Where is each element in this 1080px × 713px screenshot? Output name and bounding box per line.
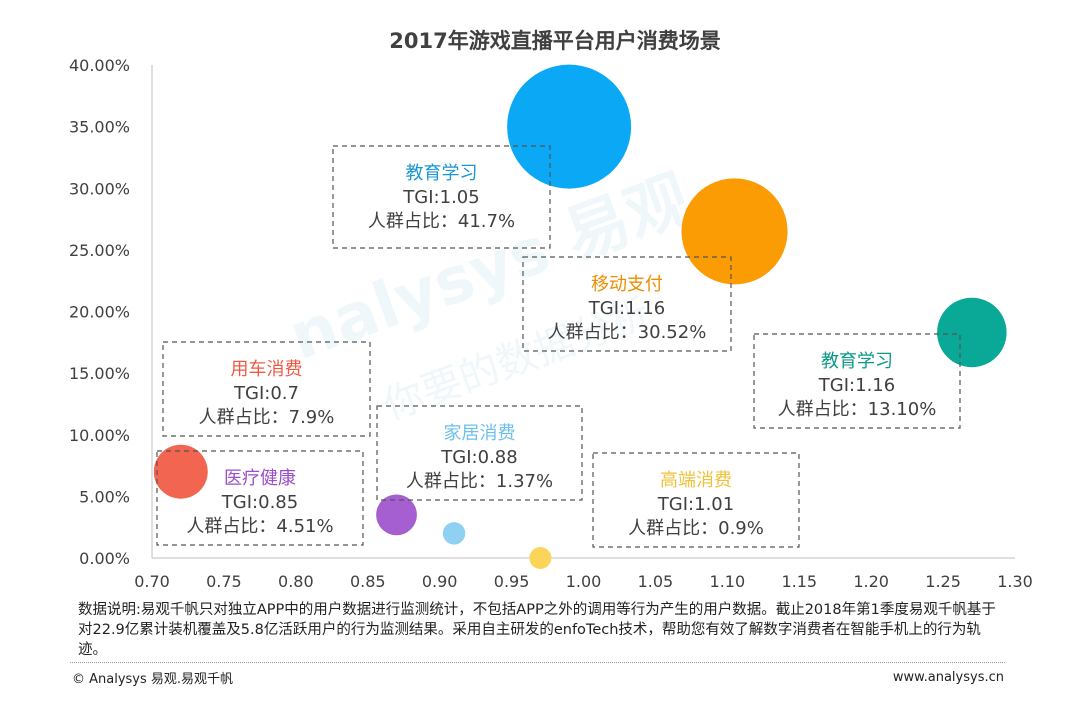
x-tick-label: 1.05: [638, 572, 674, 591]
label-box: [376, 405, 583, 501]
bubble: [529, 547, 552, 569]
label-category: 移动支付: [591, 274, 663, 295]
watermark-brand: nalysys 易观: [280, 162, 701, 375]
bubble-label: 高端消费 TGI:1.01 人群占比：0.9%: [592, 452, 800, 548]
label-tgi: TGI:1.16: [818, 375, 895, 396]
x-tick-label: 0.95: [494, 572, 530, 591]
y-tick-label: 25.00%: [69, 241, 130, 260]
website-link[interactable]: www.analysys.cn: [892, 670, 1004, 685]
label-category: 用车消费: [231, 359, 303, 380]
x-tick-label: 0.90: [422, 572, 458, 591]
x-tick-label: 0.75: [206, 572, 242, 591]
x-tick-label: 1.10: [710, 572, 746, 591]
label-box: [592, 452, 800, 548]
y-tick-label: 10.00%: [69, 426, 130, 445]
chart-title: 2017年游戏直播平台用户消费场景: [389, 29, 720, 53]
y-tick-label: 5.00%: [79, 487, 130, 506]
label-box: [162, 341, 371, 437]
y-tick-label: 30.00%: [69, 179, 130, 198]
label-category: 教育学习: [821, 351, 893, 372]
y-tick-label: 0.00%: [79, 549, 130, 568]
x-tick-label: 0.80: [278, 572, 314, 591]
bubble-label: 家居消费 TGI:0.88 人群占比：1.37%: [376, 405, 583, 501]
x-tick-label: 1.30: [997, 572, 1033, 591]
label-box: [753, 333, 961, 429]
x-tick-label: 0.70: [134, 572, 170, 591]
label-box: [332, 145, 551, 249]
label-tgi: TGI:0.7: [233, 383, 299, 404]
label-share: 人群占比：13.10%: [778, 399, 937, 420]
bubbles: [153, 64, 1007, 569]
bubble-label: 移动支付 TGI:1.16 人群占比：30.52%: [522, 256, 732, 352]
label-share: 人群占比：7.9%: [199, 407, 335, 428]
x-tick-labels: 0.70 0.75 0.80 0.85 0.90 0.95 1.00 1.05 1.10 1.15…: [134, 572, 1033, 591]
bubble: [681, 178, 788, 285]
bubble: [507, 64, 632, 189]
label-box: [522, 256, 732, 352]
bubble-label: 教育学习 TGI:1.05 人群占比：41.7%: [332, 145, 551, 249]
label-tgi: TGI:1.05: [402, 187, 479, 208]
label-category: 医疗健康: [224, 468, 296, 489]
y-tick-label: 35.00%: [69, 118, 130, 137]
bubble-labels: 教育学习 TGI:1.05 人群占比：41.7% 移动支付 TGI:1.16 人群占比：3…: [156, 145, 961, 548]
x-tick-label: 1.15: [781, 572, 817, 591]
label-share: 人群占比：30.52%: [548, 322, 707, 343]
label-tgi: TGI:1.16: [588, 298, 665, 319]
bubble-label: 医疗健康 TGI:0.85 人群占比：4.51%: [156, 450, 364, 546]
bubble: [442, 522, 466, 545]
x-tick-label: 1.25: [925, 572, 961, 591]
label-category: 教育学习: [406, 163, 478, 184]
label-category: 高端消费: [660, 470, 732, 491]
bubble: [153, 444, 208, 499]
y-tick-label: 20.00%: [69, 303, 130, 322]
bubble: [376, 494, 417, 536]
label-tgi: TGI:1.01: [657, 494, 734, 515]
label-share: 人群占比：1.37%: [406, 471, 553, 492]
bubble-chart: nalysys 易观 你要的数据分析 2017年游戏直播平台用户消费场景 0.0…: [69, 29, 1033, 591]
label-share: 人群占比：4.51%: [186, 516, 333, 537]
copyright: © Analysys 易观.易观千帆: [72, 672, 234, 687]
y-tick-labels: 0.00% 5.00% 10.00% 15.00% 20.00% 25.00% 30.00%…: [69, 56, 130, 568]
label-box: [156, 450, 364, 546]
label-category: 家居消费: [444, 423, 516, 444]
label-tgi: TGI:0.88: [440, 447, 517, 468]
label-tgi: TGI:0.85: [221, 492, 298, 513]
bubble: [937, 297, 1007, 368]
x-tick-label: 1.00: [566, 572, 602, 591]
label-share: 人群占比：41.7%: [368, 211, 515, 232]
x-tick-label: 1.20: [853, 572, 889, 591]
bubble-label: 用车消费 TGI:0.7 人群占比：7.9%: [162, 341, 371, 437]
label-share: 人群占比：0.9%: [628, 518, 764, 539]
x-tick-label: 0.85: [350, 572, 386, 591]
footer-divider: [70, 662, 1005, 663]
bubble-label: 教育学习 TGI:1.16 人群占比：13.10%: [753, 333, 961, 429]
data-note: 数据说明:易观千帆只对独立APP中的用户数据进行监测统计，不包括APP之外的调用…: [78, 602, 996, 658]
y-tick-label: 40.00%: [69, 56, 130, 75]
y-tick-label: 15.00%: [69, 364, 130, 383]
